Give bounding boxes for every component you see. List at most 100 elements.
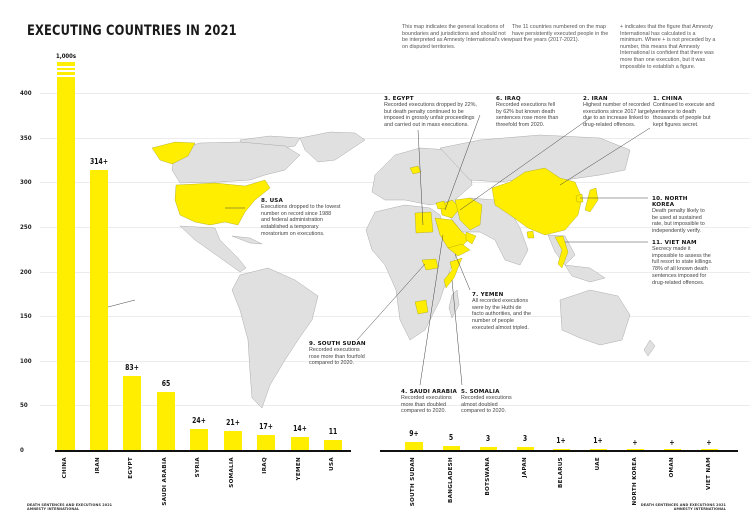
annotation-heading: 5. SOMALIA [461, 389, 500, 395]
bar-label-south-sudan: 9+ [409, 429, 419, 438]
gridline-150 [40, 316, 750, 317]
bar-break-mark [57, 70, 75, 72]
annotation-heading: 2. IRAN [583, 96, 608, 102]
annotation-text: Secrecy made it impossible to assess the… [652, 246, 713, 286]
note-plus-indicator: + indicates that the figure that Amnesty… [620, 24, 716, 70]
bar-syria [190, 429, 208, 450]
map-oman-uae [465, 231, 477, 245]
bar-yemen [291, 437, 309, 450]
map-japan [584, 187, 599, 213]
map-belarus [409, 165, 422, 175]
annotation-heading: 10. NORTH KOREA [652, 196, 688, 208]
annotation-heading: 9. SOUTH SUDAN [309, 341, 366, 347]
bar-label-egypt: 83+ [125, 363, 139, 372]
bar-label-china: 1,000s [55, 52, 77, 60]
note-disputed-territories: This map indicates the general locations… [402, 24, 512, 50]
annotation-viet-nam: 11. VIET NAM Secrecy made it impossible … [652, 240, 714, 286]
map-somalia [443, 257, 463, 289]
y-tick-350: 350 [20, 134, 32, 142]
y-tick-400: 400 [20, 89, 32, 97]
annotation-iraq: 6. IRAQ Recorded executions fell by 62% … [496, 96, 562, 129]
footer-org: AMNESTY INTERNATIONAL [27, 507, 80, 512]
x-label-yemen: YEMEN [296, 457, 302, 481]
annotation-heading: 1. CHINA [653, 96, 683, 102]
x-axis-left [55, 450, 351, 452]
bar-bangladesh [443, 446, 460, 450]
y-tick-300: 300 [20, 178, 32, 186]
annotation-heading: 3. EGYPT [384, 96, 414, 102]
map-yemen [447, 243, 471, 257]
bar-botswana [480, 447, 497, 450]
x-label-saudi-arabia: SAUDI ARABIA [162, 457, 168, 506]
annotation-text: Recorded executions almost doubled compa… [461, 395, 512, 415]
annotation-somalia: 5. SOMALIA Recorded executions almost do… [461, 389, 517, 415]
bar-label-uae: 1+ [593, 436, 603, 445]
bar-oman [664, 449, 681, 450]
bar-label-yemen: 14+ [293, 424, 307, 433]
footer-right: DEATH SENTENCES AND EXECUTIONS 2021 AMNE… [640, 503, 726, 512]
y-tick-200: 200 [20, 268, 32, 276]
annotation-saudi-arabia: 4. SAUDI ARABIA Recorded executions more… [401, 389, 461, 415]
x-label-usa: USA [329, 457, 335, 471]
bar-break-mark [57, 66, 75, 68]
map-viet-nam [554, 235, 569, 269]
annotation-heading: 7. YEMEN [472, 292, 504, 298]
bar-south-sudan [405, 442, 423, 450]
x-label-iraq: IRAQ [262, 457, 268, 474]
gridline-100 [40, 361, 750, 362]
x-label-viet-nam: VIET NAM [706, 457, 712, 490]
bar-label-japan: 3 [522, 434, 528, 443]
bar-label-bangladesh: 5 [448, 433, 454, 442]
annotation-text: Recorded executions dropped by 22%, but … [384, 102, 477, 129]
y-tick-250: 250 [20, 223, 32, 231]
annotation-text: Executions dropped to the lowest number … [261, 204, 341, 237]
x-label-botswana: BOTSWANA [485, 457, 491, 496]
bar-iran [90, 170, 108, 450]
annotation-text: Highest number of recorded executions si… [583, 102, 654, 129]
bar-label-north-korea: + [632, 438, 638, 447]
bar-china [57, 62, 75, 450]
note-eleven-countries: The 11 countries numbered on the map hav… [512, 24, 609, 44]
map-china [491, 167, 583, 236]
bar-north-korea [627, 449, 644, 450]
map-alaska [151, 141, 196, 165]
map-usa [174, 179, 271, 226]
map-iran [454, 197, 483, 231]
bar-label-iran: 314+ [89, 157, 108, 166]
map-bangladesh [526, 230, 535, 239]
x-label-china: CHINA [62, 457, 68, 479]
bar-somalia [224, 431, 242, 450]
map-north-korea [575, 193, 584, 203]
x-label-somalia: SOMALIA [229, 457, 235, 488]
x-label-uae: UAE [595, 457, 601, 471]
annotation-text: Death penalty likely to be used at susta… [652, 208, 705, 235]
x-label-egypt: EGYPT [128, 457, 134, 479]
footer-org: AMNESTY INTERNATIONAL [673, 507, 726, 512]
annotation-heading: 6. IRAQ [496, 96, 521, 102]
x-label-syria: SYRIA [195, 457, 201, 478]
gridline-400 [40, 93, 750, 94]
bar-label-saudi-arabia: 65 [161, 379, 171, 388]
annotation-text: Recorded executions fell by 62% but know… [496, 102, 559, 129]
bar-label-syria: 24+ [192, 416, 206, 425]
annotation-usa: 8. USA Executions dropped to the lowest … [261, 198, 341, 238]
bar-label-viet-nam: + [706, 438, 712, 447]
bar-break-mark [57, 75, 75, 77]
map-saudi-arabia [434, 217, 471, 249]
annotation-iran: 2. IRAN Highest number of recorded execu… [583, 96, 655, 129]
gridline-50 [40, 405, 750, 406]
bar-uae [590, 449, 607, 450]
gridline-350 [40, 138, 750, 139]
y-tick-150: 150 [20, 312, 32, 320]
annotation-text: All recorded executions were by the Huth… [472, 298, 532, 331]
annotation-heading: 4. SAUDI ARABIA [401, 389, 458, 395]
bar-egypt [123, 376, 141, 450]
x-label-iran: IRAN [95, 457, 101, 474]
annotation-text: Continued to execute and sentence to dea… [653, 102, 715, 129]
x-label-south-sudan: SOUTH SUDAN [410, 457, 416, 507]
x-label-north-korea: NORTH KOREA [632, 457, 638, 506]
x-axis-right [380, 450, 738, 452]
bar-belarus [553, 449, 570, 450]
page-title: EXECUTING COUNTRIES IN 2021 [27, 23, 237, 39]
